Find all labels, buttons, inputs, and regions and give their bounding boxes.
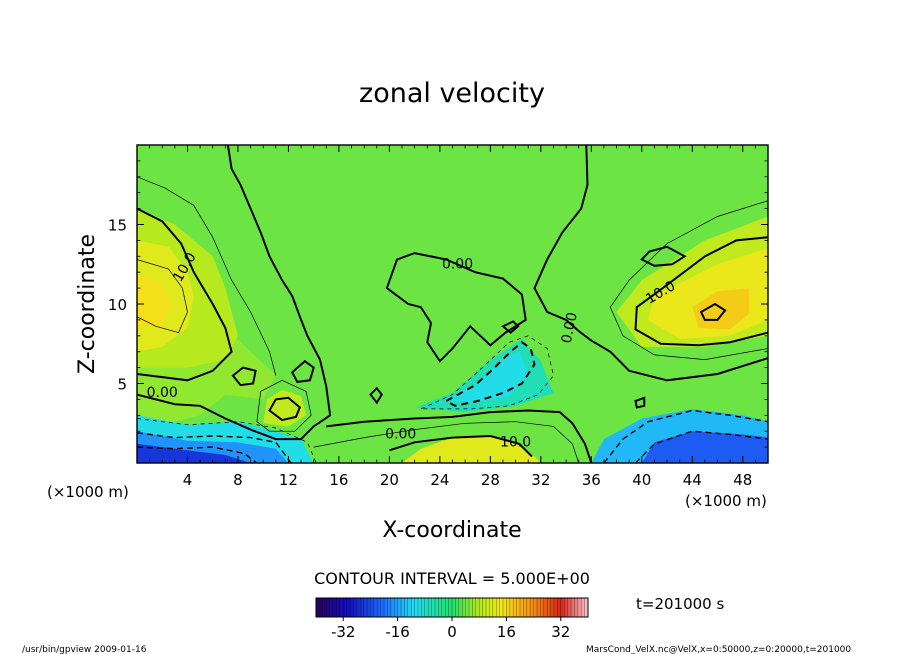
colorbar-tick-label: 32: [551, 623, 570, 641]
contour-minus-ten-right: [603, 409, 768, 463]
x-tick-label: 40: [632, 471, 651, 489]
x-tick-label: 28: [481, 471, 500, 489]
contour-ten-bottom: [389, 434, 533, 458]
contour-right-upper-loop: [640, 245, 687, 267]
x-tick-label: 16: [329, 471, 348, 489]
colorbar-tick-label: -32: [331, 623, 356, 641]
chart-title: zonal velocity: [359, 78, 545, 109]
colorbar: -32 -16 0 16 32: [315, 597, 589, 641]
region-bottom-center-jet: [402, 435, 541, 463]
contour-negative-center: [444, 340, 536, 407]
x-tick-label: 4: [183, 471, 193, 489]
y-axis-unit: (×1000 m): [47, 483, 129, 501]
contour-label: 0.00: [385, 426, 416, 442]
contour-minus-five-left: [137, 418, 317, 463]
x-tick-label: 36: [582, 471, 601, 489]
plot-area: [137, 145, 768, 463]
contour-label: 0.00: [442, 256, 473, 272]
x-tick-label: 12: [279, 471, 298, 489]
contour-negative-center-outer: [420, 335, 554, 410]
contour-zero-bottom: [326, 409, 593, 463]
x-axis-label: X-coordinate: [382, 518, 521, 543]
contour-ten-right: [634, 236, 768, 347]
x-tick-label: 8: [233, 471, 243, 489]
x-tick-label: 32: [531, 471, 550, 489]
contour-label: 0.00: [147, 385, 178, 401]
contour-label: 10.0: [500, 434, 531, 450]
contour-five-right: [609, 200, 768, 360]
contour-five-left: [137, 176, 277, 376]
contour-zero-center-small: [501, 320, 520, 334]
y-tick-label: 15: [108, 217, 127, 235]
contour-label: 0.00: [559, 311, 581, 345]
time-label: t=201000 s: [636, 595, 724, 613]
contour-ten-left: [137, 207, 233, 382]
y-tick-label: 5: [117, 376, 127, 394]
contour-minus-ten-left: [137, 432, 292, 463]
footer-left: /usr/bin/gpview 2009-01-16: [22, 645, 147, 654]
contour-tiny-loop: [231, 366, 257, 387]
region-left-jet-core: [137, 275, 173, 327]
y-axis-label: Z-coordinate: [75, 234, 100, 374]
contour-minus-twenty-left: [137, 446, 258, 463]
contour-small-loop: [268, 396, 301, 422]
colorbar-tick-label: 0: [447, 623, 457, 641]
contour-right-lower-loop: [634, 396, 646, 409]
region-left-bottom-core: [137, 443, 251, 463]
contour-five-bottom: [313, 421, 580, 463]
contour-interval-label: CONTOUR INTERVAL = 5.000E+00: [314, 569, 590, 588]
footer-right: MarsCond_VelX.nc@VelX,x=0:50000,z=0:2000…: [586, 645, 851, 654]
contour-dot-loop: [369, 386, 384, 405]
y-tick-label: 10: [108, 296, 127, 314]
x-tick-label: 24: [430, 471, 449, 489]
contour-small-loop-outer: [256, 379, 312, 432]
x-tick-label: 48: [733, 471, 752, 489]
region-right-bottom-core: [641, 431, 768, 463]
colorbar-tick-label: 16: [497, 623, 516, 641]
x-tick-label: 44: [683, 471, 702, 489]
contour-zero-right: [533, 145, 768, 382]
x-tick-label: 20: [380, 471, 399, 489]
contour-tiny-loop-2: [290, 359, 315, 383]
x-axis-unit: (×1000 m): [685, 492, 767, 510]
contour-right-core-loop: [699, 302, 727, 321]
contour-zero-center: [385, 252, 527, 363]
contour-fifteen-left: [137, 259, 188, 334]
colorbar-tick-label: -16: [385, 623, 410, 641]
